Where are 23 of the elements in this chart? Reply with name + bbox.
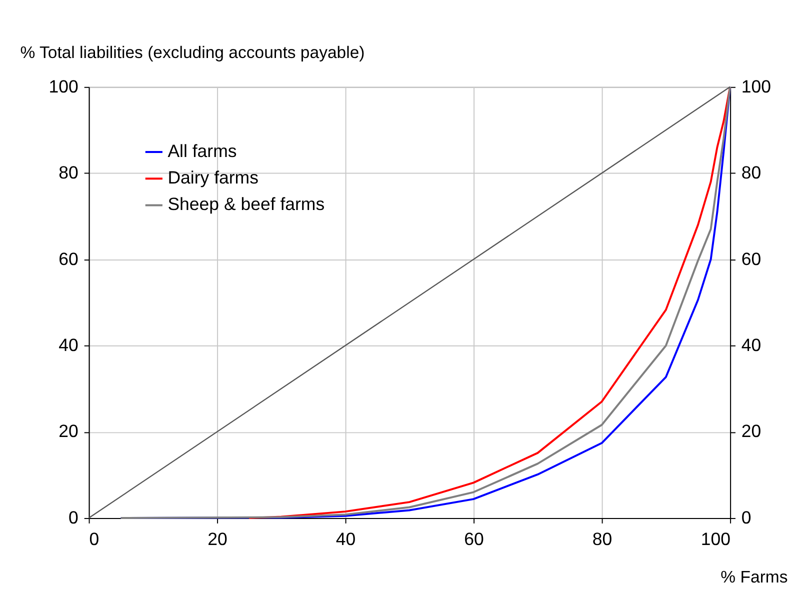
y-tick-label: 60: [58, 248, 79, 269]
y2-tick-label: 20: [741, 421, 762, 442]
y2-tick-label: 100: [741, 76, 772, 96]
legend-label: Sheep & beef farms: [168, 194, 325, 214]
legend-label: All farms: [168, 140, 237, 161]
y2-tick-label: 0: [741, 507, 752, 528]
x-tick-label: 20: [208, 529, 228, 550]
y-axis-title: % Total liabilities (excluding accounts payable): [20, 42, 365, 62]
y-tick-label: 0: [68, 507, 79, 528]
x-tick-label: 40: [336, 529, 356, 550]
x-tick-label: 80: [592, 529, 612, 550]
x-tick-label: 0: [89, 529, 100, 550]
x-tick-label: 100: [700, 529, 731, 550]
y2-tick-label: 40: [741, 335, 762, 355]
y2-tick-label: 80: [741, 162, 762, 183]
x-tick-label: 60: [464, 529, 484, 550]
y2-tick-label: 60: [741, 248, 762, 269]
x-axis-title: % Farms: [720, 568, 788, 587]
legend-label: Dairy farms: [168, 168, 259, 188]
y-tick-label: 40: [58, 335, 79, 355]
y-tick-label: 100: [48, 76, 79, 96]
y-tick-label: 20: [58, 421, 79, 442]
y-tick-label: 80: [58, 162, 79, 183]
